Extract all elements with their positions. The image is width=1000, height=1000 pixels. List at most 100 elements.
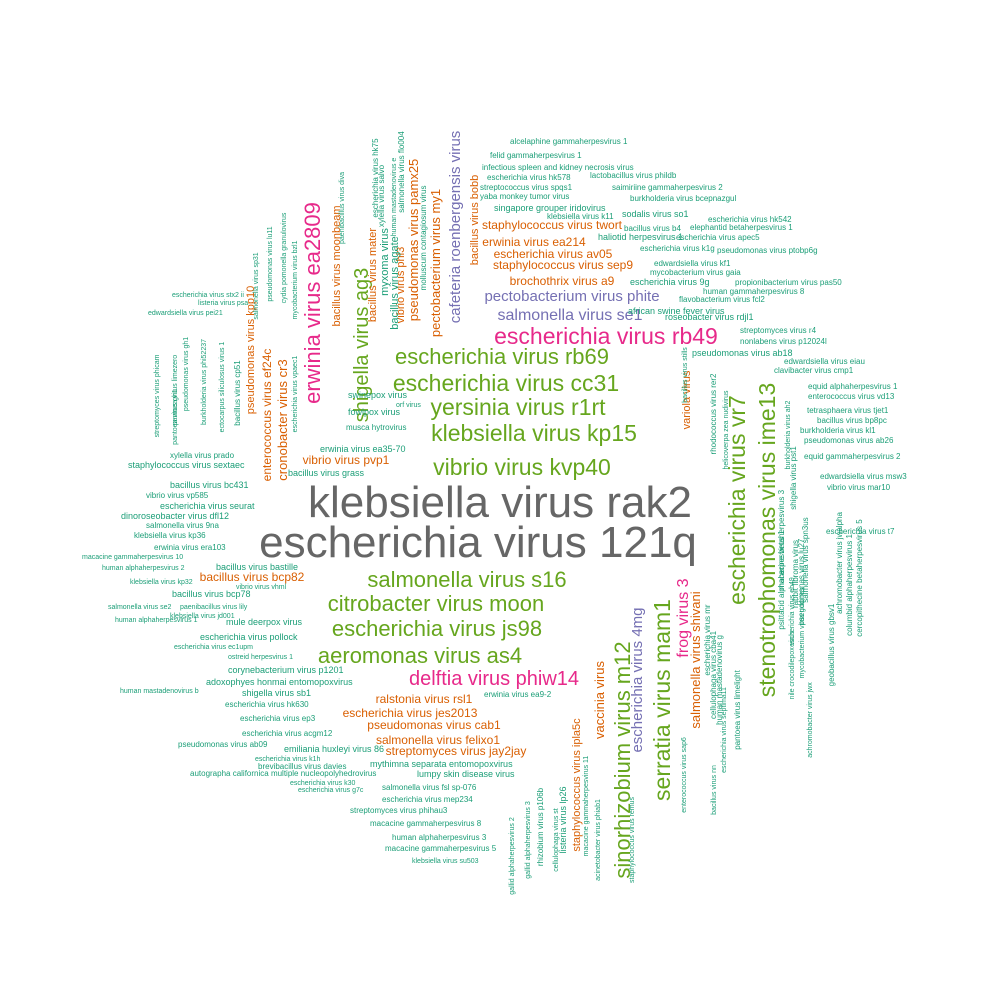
word-158: escherichia virus vpaec1 <box>292 356 299 433</box>
word-34: bacillus virus bcp82 <box>200 570 305 584</box>
word-142: erwinia virus ea9-2 <box>484 690 552 699</box>
word-164: salmonella virus flo004 <box>397 131 406 213</box>
word-124: escherichia virus ep3 <box>240 714 316 723</box>
word-67: pseudomonas virus ptobp6g <box>717 246 818 255</box>
word-115: mule deerpox virus <box>226 617 303 627</box>
word-151: streptomyces virus phicam <box>154 354 161 437</box>
word-133: mythimna separata entomopoxvirus <box>370 759 513 769</box>
word-171: shigella virus pst1 <box>789 446 798 510</box>
word-74: african swine fever virus <box>628 306 725 316</box>
word-15: aeromonas virus as4 <box>318 643 522 668</box>
word-154: salmonella virus sp31 <box>253 252 260 319</box>
word-114: human alphaherpesvirus 1 <box>115 617 198 624</box>
word-49: alcelaphine gammaherpesvirus 1 <box>510 137 628 146</box>
word-75: roseobacter virus rdjl1 <box>665 312 754 322</box>
word-57: burkholderia virus bcepnazgul <box>630 194 737 203</box>
word-196: gallid alphaherpesvirus 3 <box>525 801 532 879</box>
word-9: klebsiella virus kp15 <box>431 420 637 446</box>
word-20: salmonella virus se1 <box>498 307 643 324</box>
word-84: bacillus virus bp8pc <box>817 416 887 425</box>
word-91: escherichia virus stx2 ii <box>172 292 244 299</box>
word-87: equid gammaherpesvirus 2 <box>804 452 901 461</box>
word-83: tetrasphaera virus tjet1 <box>807 406 889 415</box>
word-105: klebsiella virus kp36 <box>134 531 206 540</box>
word-195: cellulophaga virus st <box>553 808 560 871</box>
word-77: nonlabens virus p12024l <box>740 337 827 346</box>
word-96: ectocarpus siliculosus virus 1 <box>219 342 226 433</box>
word-35: ralstonia virus rsl1 <box>376 692 473 706</box>
word-170: burkholderia virus ah2 <box>785 400 792 469</box>
word-112: salmonella virus se2 <box>108 604 172 611</box>
word-73: flavobacterium virus fcl2 <box>679 295 765 304</box>
word-185: human mastadenovirus g <box>715 635 724 725</box>
word-95: burkholderia virus phi52237 <box>201 339 208 425</box>
word-39: streptomyces virus jay2jay <box>386 744 527 758</box>
word-129: brevibacillus virus davies <box>258 762 346 771</box>
word-101: vibrio virus vp585 <box>146 491 209 500</box>
word-46: vibrio virus phi3 <box>395 247 407 323</box>
word-108: human alphaherpesvirus 2 <box>102 565 185 572</box>
word-61: klebsiella virus k11 <box>547 212 614 221</box>
word-94: pseudomonas virus gh1 <box>183 337 190 411</box>
word-148: bacillus virus grass <box>288 468 365 478</box>
word-138: macacine gammaherpesvirus 8 <box>370 819 482 828</box>
word-7: escherichia virus cc31 <box>393 370 619 396</box>
word-107: macacine gammaherpesvirus 10 <box>82 554 183 561</box>
word-157: mycobacterium virus bzl1 <box>292 240 299 319</box>
word-44: bacillus virus moonbeam <box>331 205 343 326</box>
word-168: rhodococcus virus rer2 <box>709 373 718 454</box>
word-184: nile crocodilepox virus <box>789 630 796 699</box>
word-37: pseudomonas virus cab1 <box>367 718 501 732</box>
word-130: autographa californica multiple nucleopo… <box>190 769 376 778</box>
word-122: shigella virus sb1 <box>242 688 311 698</box>
word-48: bacillus virus bobb <box>469 175 481 266</box>
word-156: cydia pomonella granulovirus <box>281 212 288 303</box>
word-27: erwinia virus ea214 <box>482 235 586 249</box>
word-51: infectious spleen and kidney necrosis vi… <box>482 163 634 172</box>
word-109: klebsiella virus kp32 <box>130 579 193 586</box>
word-134: lumpy skin disease virus <box>417 769 515 779</box>
word-117: escherichia virus ec1upm <box>174 644 253 651</box>
word-144: orf virus <box>396 402 421 409</box>
word-66: escherichia virus k1g <box>640 244 715 253</box>
word-173: psittacid alphaherpesvirus 1 <box>777 530 786 630</box>
word-140: macacine gammaherpesvirus 5 <box>385 844 497 853</box>
word-97: bacillus virus cp51 <box>233 360 242 426</box>
word-5: frog virus 3 <box>675 578 692 657</box>
word-33: vibrio virus pvp1 <box>303 453 390 467</box>
word-181: achromobacter virus jwx <box>807 682 814 758</box>
word-10: vibrio virus kvp40 <box>433 454 611 480</box>
word-52: escherichia virus hk578 <box>487 173 571 182</box>
word-106: erwinia virus era103 <box>154 543 226 552</box>
word-17: stenotrophomonas virus ime13 <box>754 383 780 698</box>
word-120: adoxophyes honmai entomopoxvirus <box>206 677 353 687</box>
word-159: helicoverpa zea nudivirus <box>723 390 730 469</box>
word-149: vibrio virus vhml <box>236 584 287 591</box>
word-47: staphylococcus virus ipla5c <box>571 718 583 852</box>
word-174: rabbit fibroma virus <box>791 540 800 608</box>
word-59: sodalis virus so1 <box>622 209 689 219</box>
word-152: pantoea virus limezero <box>172 355 179 426</box>
word-76: streptomyces virus r4 <box>740 326 817 335</box>
word-146: musca hytrovirus <box>346 423 406 432</box>
word-50: felid gammaherpesvirus 1 <box>490 151 582 160</box>
word-176: achromobacter virus jwalpha <box>835 512 844 614</box>
word-180: pseudomonas virus lu27 <box>797 538 806 625</box>
word-189: escherichia virus mr <box>703 604 712 675</box>
word-60: escherichia virus hk542 <box>708 215 792 224</box>
word-100: bacillus virus bc431 <box>170 480 249 490</box>
word-121: human mastadenovirus b <box>120 688 199 695</box>
word-178: cercopithecine betaherpesvirus 5 <box>855 519 864 637</box>
word-169: bacillus virus stills <box>682 347 689 403</box>
word-128: escherichia virus k1h <box>255 756 320 763</box>
word-30: pseudomonas virus pamx25 <box>406 159 421 322</box>
word-160: myxoma virus <box>379 228 391 296</box>
word-25: staphylococcus virus sep9 <box>493 258 633 272</box>
word-102: escherichia virus seurat <box>160 501 255 511</box>
word-119: corynebacterium virus p1201 <box>228 665 344 675</box>
word-167: human mastadenovirus e <box>391 158 398 237</box>
word-82: enterococcus virus vd13 <box>808 392 895 401</box>
word-111: bacillus virus bcp78 <box>172 589 251 599</box>
word-19: sinorhizobium virus m12 <box>610 641 635 878</box>
